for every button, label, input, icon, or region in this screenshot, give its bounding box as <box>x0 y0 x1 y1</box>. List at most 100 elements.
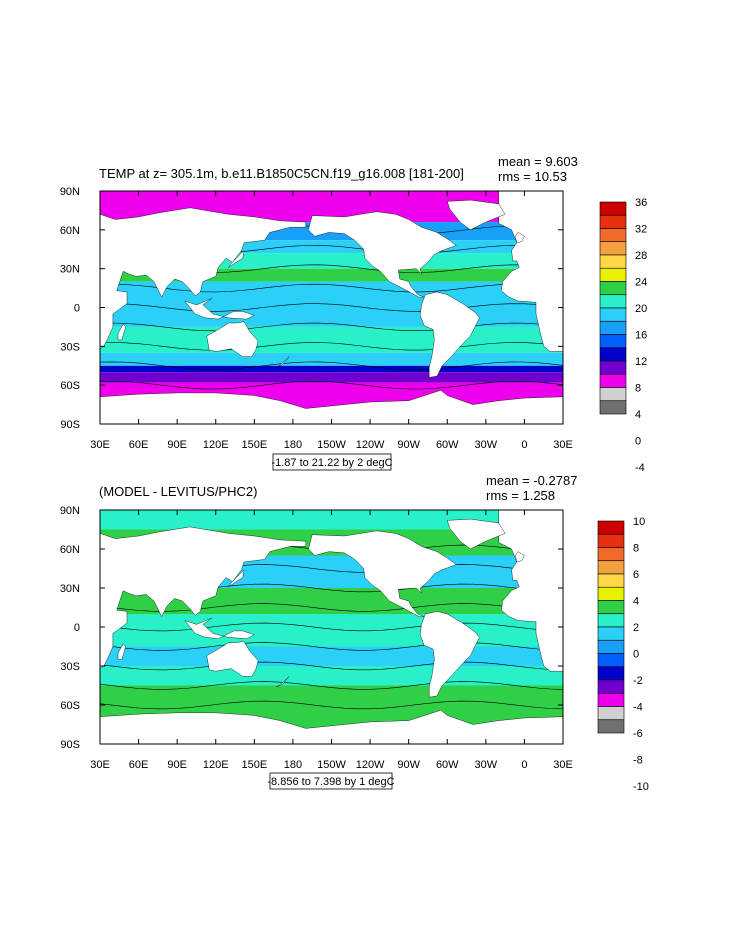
colorbar-label: 24 <box>635 277 647 289</box>
contour-info-text: -8.856 to 7.398 by 1 degC <box>267 776 394 788</box>
colorbar-swatch <box>599 400 627 415</box>
y-tick-label: 60S <box>60 380 80 392</box>
x-tick-label: 60W <box>436 439 459 451</box>
land-mask <box>447 199 506 231</box>
y-axis-ticks: 90N 60N 30N 0 30S 60S 90S <box>60 186 563 431</box>
contour-line <box>100 303 563 312</box>
x-tick-label: 90W <box>397 439 420 451</box>
x-tick-label: 60E <box>129 759 149 771</box>
x-tick-label: 30E <box>553 759 573 771</box>
contour-info-text: -1.87 to 21.22 by 2 degC <box>271 457 392 469</box>
colorbar-swatch <box>597 626 625 641</box>
contour-line <box>100 361 563 370</box>
x-tick-label: 90W <box>397 759 420 771</box>
colorbar-swatch <box>599 267 627 282</box>
land-mask <box>419 291 480 378</box>
ocean-field-band <box>100 646 563 666</box>
x-tick-label: 90E <box>167 439 187 451</box>
colorbar-swatch <box>597 520 625 535</box>
x-tick-label: 120E <box>203 439 229 451</box>
land-mask <box>308 211 457 298</box>
colorbar-swatch <box>599 294 627 309</box>
x-tick-label: 120W <box>356 439 385 451</box>
land-mask <box>184 617 255 639</box>
colorbar-label: 6 <box>633 569 639 581</box>
colorbar-swatch <box>597 706 625 721</box>
map-panel-temperature: TEMP at z= 305.1m, b.e11.B1850C5CN.f19_g… <box>60 154 647 474</box>
colorbar-label: 4 <box>633 596 639 608</box>
contour-line <box>100 283 563 293</box>
colorbar-swatch <box>597 586 625 601</box>
contour-line <box>100 642 563 651</box>
x-tick-label: 30E <box>90 759 110 771</box>
contour-line <box>100 322 563 332</box>
colorbar-swatch <box>599 320 627 335</box>
map-panel-difference: (MODEL - LEVITUS/PHC2) mean = -0.2787 rm… <box>60 473 649 793</box>
contour-line <box>100 681 563 690</box>
land-mask <box>276 676 290 687</box>
colorbar-label: -6 <box>633 728 643 740</box>
colorbar-swatch <box>597 653 625 668</box>
land-mask <box>100 510 306 669</box>
colorbar-swatch <box>599 254 627 269</box>
colorbar: 36 32 28 24 20 16 12 8 4 0 -4 <box>599 197 647 474</box>
x-axis-ticks: 30E 60E 90E 120E 150E 180 150W 120W 90W 60W 30W 0 30… <box>90 510 573 771</box>
land-mask <box>206 641 259 677</box>
colorbar-swatch <box>597 639 625 654</box>
x-tick-label: 120W <box>356 759 385 771</box>
land-mask <box>228 569 245 587</box>
contour-line <box>100 603 563 612</box>
contour-line <box>100 700 563 710</box>
x-tick-label: 150E <box>241 759 267 771</box>
colorbar-label: 28 <box>635 250 647 262</box>
colorbar-swatch <box>597 613 625 628</box>
land-mask <box>206 321 259 357</box>
y-tick-label: 90N <box>60 505 80 517</box>
land-mask <box>308 530 457 617</box>
contour-info-box <box>269 772 393 790</box>
land-mask <box>276 356 290 368</box>
y-tick-label: 60S <box>60 700 80 712</box>
colorbar-swatch <box>597 573 625 588</box>
colorbar-label: -10 <box>633 781 649 793</box>
colorbar-swatch <box>599 228 627 243</box>
x-tick-label: 180 <box>284 759 302 771</box>
contour-line <box>100 661 563 671</box>
x-tick-label: 60W <box>436 759 459 771</box>
mean-label: mean = -0.2787 <box>486 473 577 488</box>
x-tick-label: 150W <box>317 759 346 771</box>
rms-label: rms = 10.53 <box>498 169 567 184</box>
y-tick-label: 30N <box>60 264 80 276</box>
x-tick-label: 60E <box>129 439 149 451</box>
land-mask <box>100 709 563 744</box>
colorbar-swatch <box>599 307 627 322</box>
y-tick-label: 90S <box>60 739 80 751</box>
colorbar-swatch <box>597 533 625 548</box>
colorbar-label: -4 <box>635 462 645 474</box>
x-axis-ticks: 30E 60E 90E 120E 150E 180 150W 120W 90W 60W 30W 0 30… <box>90 191 573 451</box>
colorbar-swatch <box>599 373 627 388</box>
land-mask <box>419 611 480 698</box>
y-tick-label: 60N <box>60 544 80 556</box>
y-tick-label: 90S <box>60 419 80 431</box>
land-mask <box>117 323 126 341</box>
map-plot-area <box>99 509 564 745</box>
colorbar-label: 36 <box>635 197 647 209</box>
y-tick-label: 30S <box>60 341 80 353</box>
y-tick-label: 60N <box>60 225 80 237</box>
x-tick-label: 30E <box>553 439 573 451</box>
colorbar-swatch <box>599 334 627 349</box>
colorbar-swatch <box>597 600 625 615</box>
y-axis-ticks: 90N 60N 30N 0 30S 60S 90S <box>60 505 563 751</box>
land-mask <box>498 510 563 672</box>
map-plot-area <box>99 190 564 425</box>
x-tick-label: 30E <box>90 439 110 451</box>
ocean-field-band <box>100 352 563 366</box>
colorbar-swatch <box>599 281 627 296</box>
land-mask <box>498 191 563 352</box>
rms-label: rms = 1.258 <box>486 488 555 503</box>
land-mask <box>100 390 563 424</box>
panel-title: (MODEL - LEVITUS/PHC2) <box>99 484 257 499</box>
land-mask <box>515 551 525 563</box>
